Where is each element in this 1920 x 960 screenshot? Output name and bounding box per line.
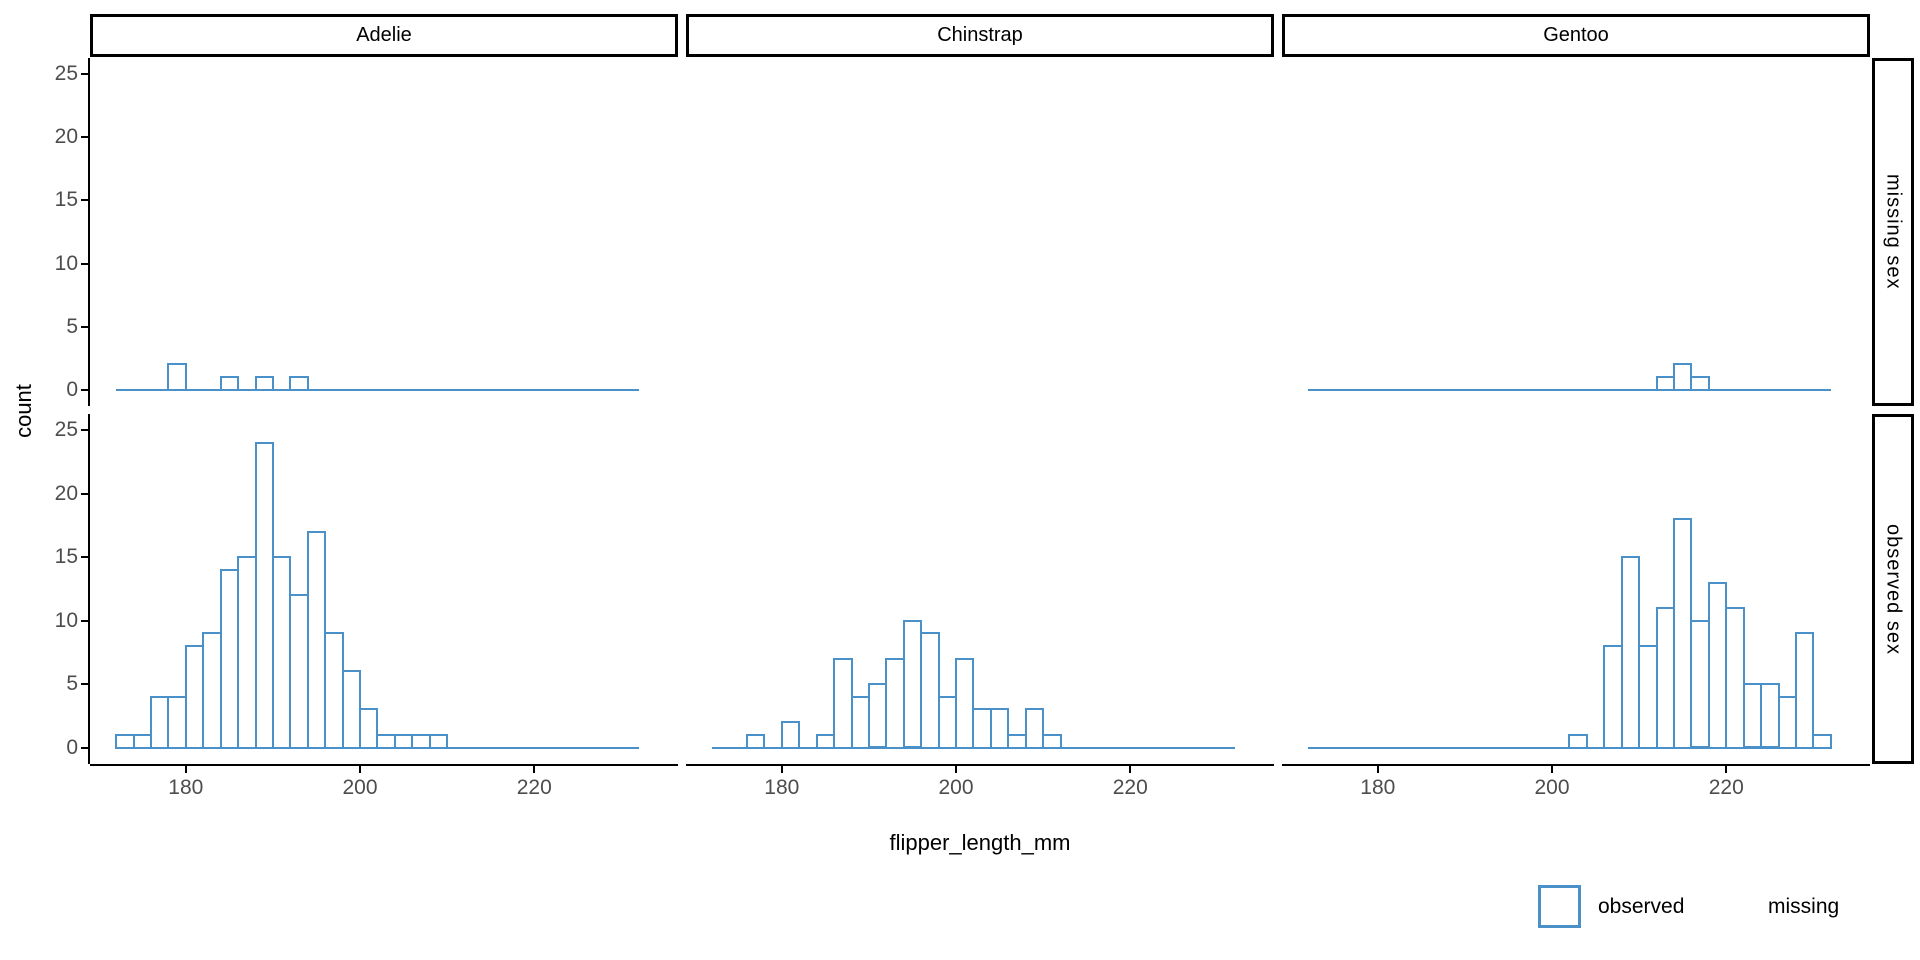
- x-tick-label: 200: [342, 776, 378, 799]
- y-tick-mark: [81, 683, 88, 686]
- facet-strip-gentoo: Gentoo: [1282, 14, 1870, 57]
- histogram-bar: [237, 556, 257, 749]
- histogram-bar: [1007, 733, 1027, 749]
- x-tick-label: 180: [1360, 776, 1396, 799]
- facet-strip-missing-sex-label: missing sex: [1882, 174, 1905, 290]
- histogram-bar: [1795, 632, 1814, 749]
- histogram-bar: [1568, 733, 1588, 749]
- histogram-bar: [359, 708, 378, 749]
- facet-strip-missing-sex: missing sex: [1872, 58, 1914, 406]
- y-tick-label: 20: [54, 125, 78, 149]
- y-tick-label: 10: [54, 251, 78, 275]
- histogram-bar: [781, 721, 800, 749]
- legend-label-missing: missing: [1768, 895, 1840, 918]
- histogram-bar: [1690, 376, 1710, 391]
- x-tick-mark: [955, 766, 958, 773]
- histogram-bar: [1042, 733, 1062, 749]
- facet-strip-chinstrap: Chinstrap: [686, 14, 1274, 57]
- histogram-bar: [289, 594, 309, 749]
- facet-strip-gentoo-label: Gentoo: [1543, 24, 1609, 46]
- histogram-bar: [1760, 683, 1780, 749]
- histogram-bar: [1025, 708, 1044, 749]
- x-axis-line: [1282, 764, 1870, 766]
- x-tick-label: 180: [168, 776, 204, 799]
- x-tick-mark: [1725, 766, 1728, 773]
- y-tick-mark: [81, 388, 88, 391]
- x-tick-label: 200: [1534, 776, 1570, 799]
- x-tick-mark: [533, 766, 536, 773]
- y-axis-line: [88, 414, 90, 764]
- histogram-bar: [885, 657, 905, 749]
- histogram-bar: [115, 733, 135, 749]
- x-axis-title: flipper_length_mm: [889, 830, 1071, 855]
- y-tick-mark: [81, 429, 88, 432]
- y-tick-mark: [81, 136, 88, 139]
- x-tick-label: 180: [764, 776, 800, 799]
- y-tick-mark: [81, 556, 88, 559]
- y-tick-mark: [81, 262, 88, 265]
- y-tick-label: 15: [54, 545, 78, 569]
- histogram-bar: [411, 733, 431, 749]
- y-tick-label: 20: [54, 481, 78, 505]
- x-axis-line: [686, 764, 1274, 766]
- facet-strip-chinstrap-label: Chinstrap: [937, 24, 1023, 46]
- x-tick-label: 220: [1112, 776, 1148, 799]
- x-axis-line: [90, 764, 678, 766]
- histogram-zero-line: [1308, 388, 1831, 391]
- facet-strip-adelie-label: Adelie: [356, 24, 412, 46]
- histogram-bar: [167, 363, 187, 391]
- histogram-bar: [955, 657, 974, 749]
- y-tick-label: 25: [54, 62, 78, 86]
- histogram-bar: [324, 632, 344, 749]
- histogram-zero-line: [116, 388, 639, 391]
- y-tick-label: 10: [54, 608, 78, 632]
- x-tick-label: 200: [938, 776, 974, 799]
- histogram-bar: [920, 632, 940, 749]
- histogram-bar: [289, 376, 309, 391]
- facet-strip-observed-sex-label: observed sex: [1882, 523, 1905, 655]
- y-tick-mark: [81, 492, 88, 495]
- y-tick-label: 5: [66, 672, 78, 696]
- histogram-bar: [1812, 733, 1832, 749]
- legend-key-missing: [1712, 885, 1755, 928]
- facet-strip-observed-sex: observed sex: [1872, 414, 1914, 764]
- histogram-bar: [255, 376, 274, 391]
- histogram-bar: [429, 733, 448, 749]
- y-tick-mark: [81, 619, 88, 622]
- histogram-bar: [1690, 619, 1710, 749]
- x-tick-mark: [184, 766, 187, 773]
- y-tick-mark: [81, 325, 88, 328]
- y-tick-label: 5: [66, 314, 78, 338]
- legend-key-observed: [1538, 885, 1581, 928]
- histogram-bar: [202, 632, 222, 749]
- y-tick-mark: [81, 199, 88, 202]
- histogram-bar: [746, 733, 765, 749]
- histogram-bar: [220, 376, 239, 391]
- facet-strip-adelie: Adelie: [90, 14, 678, 57]
- x-tick-mark: [1376, 766, 1379, 773]
- histogram-bar: [833, 657, 853, 749]
- histogram-bar: [1638, 645, 1658, 749]
- y-tick-label: 15: [54, 188, 78, 212]
- histogram-bar: [1603, 645, 1623, 749]
- legend-label-observed: observed: [1598, 895, 1685, 918]
- x-tick-mark: [1129, 766, 1132, 773]
- histogram-bar: [1725, 607, 1745, 749]
- x-tick-label: 220: [1708, 776, 1744, 799]
- histogram-bar: [972, 708, 992, 749]
- x-tick-label: 220: [516, 776, 552, 799]
- y-tick-mark: [81, 73, 88, 76]
- histogram-bar: [167, 695, 187, 749]
- y-tick-label: 25: [54, 418, 78, 442]
- x-tick-mark: [359, 766, 362, 773]
- y-tick-label: 0: [66, 735, 78, 759]
- x-tick-mark: [1551, 766, 1554, 773]
- histogram-bar: [376, 733, 396, 749]
- y-axis-line: [88, 58, 90, 406]
- histogram-bar: [990, 708, 1009, 749]
- y-tick-mark: [81, 746, 88, 749]
- x-tick-mark: [780, 766, 783, 773]
- y-tick-label: 0: [66, 377, 78, 401]
